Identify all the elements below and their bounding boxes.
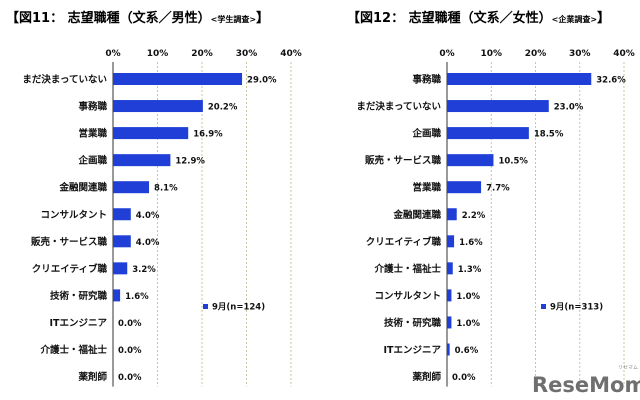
chart2-category-label: 事務職 xyxy=(412,74,441,86)
chart1-legend-label: 9月(n=124) xyxy=(212,303,265,313)
chart1-category-label: 企画職 xyxy=(77,155,107,167)
chart1-category-label: 薬剤師 xyxy=(77,371,107,383)
chart2-bar xyxy=(447,289,452,302)
chart2-tick-label: 30% xyxy=(569,49,591,59)
chart2-title-end: 】 xyxy=(597,10,610,26)
logo-small-text: リセマム xyxy=(618,365,638,371)
chart1-tick-label: 30% xyxy=(236,49,258,59)
chart2-value-label: 1.3% xyxy=(458,265,482,275)
chart2-category-label: 薬剤師 xyxy=(411,371,441,383)
chart2-category-label: 営業職 xyxy=(412,182,441,194)
chart1-plot: 0% 10% 20% 30% 40% まだ決まっていない 29.0% 事務職 20.2% 営業職 1… xyxy=(22,49,302,387)
chart1-category-label: 営業職 xyxy=(78,128,107,140)
chart1-bar xyxy=(113,235,131,248)
chart1-category-label: 事務職 xyxy=(78,101,107,113)
chart1-title-subtitle: <学生調査> xyxy=(211,14,256,24)
chart2-title-subtitle: <企業調査> xyxy=(552,14,597,24)
chart2-legend-label: 9月(n=313) xyxy=(550,303,603,313)
chart1-bar xyxy=(113,181,150,194)
chart2-bar xyxy=(447,181,482,194)
chart1-category-label: クリエイティブ職 xyxy=(32,263,108,275)
chart2-bar xyxy=(447,208,457,221)
chart2-bar xyxy=(447,154,494,167)
chart1-bar xyxy=(113,73,243,85)
chart2-category-label: クリエイティブ職 xyxy=(366,236,442,248)
chart1-bar xyxy=(113,154,171,167)
chart2-category-label: 技術・研究職 xyxy=(384,317,442,329)
chart2-bar xyxy=(447,100,549,113)
chart1-tick-label: 20% xyxy=(191,49,213,59)
chart1-bar xyxy=(113,127,189,140)
chart2-category-label: 介護士・福祉士 xyxy=(373,263,441,275)
chart1-value-label: 0.0% xyxy=(118,346,142,356)
chart2-bar xyxy=(447,73,592,85)
chart2-bar xyxy=(447,262,453,275)
logo-text: ReseMom xyxy=(532,373,640,397)
chart1-title: 【図11： 志望職種（文系／男性）<学生調査>】 xyxy=(6,10,269,26)
chart2-category-label: コンサルタント xyxy=(374,290,441,302)
chart1-value-label: 3.2% xyxy=(132,265,156,275)
chart2-value-label: 1.0% xyxy=(456,292,480,302)
chart2-category-label: まだ決まっていない xyxy=(356,101,441,113)
chart2-category-label: 金融関連職 xyxy=(392,209,441,221)
chart1-category-label: ITエンジニア xyxy=(49,318,107,329)
chart1-category-label: 販売・サービス職 xyxy=(31,236,108,248)
chart2-value-label: 0.0% xyxy=(452,373,476,383)
chart1-tick-label: 0% xyxy=(105,49,120,59)
chart1-category-label: 技術・研究職 xyxy=(50,290,108,302)
chart1-bar xyxy=(113,262,128,275)
chart2-category-label: 販売・サービス職 xyxy=(365,155,442,167)
chart1-title-end: 】 xyxy=(256,10,269,26)
chart2-title-main: 【図12： 志望職種（文系／女性） xyxy=(347,10,552,26)
chart1-value-label: 12.9% xyxy=(175,157,205,167)
chart1-category-label: 介護士・福祉士 xyxy=(39,344,107,356)
chart2-value-label: 7.7% xyxy=(486,184,510,194)
chart1-value-label: 29.0% xyxy=(247,76,277,86)
chart1-category-label: まだ決まっていない xyxy=(22,74,107,86)
chart1-tick-label: 10% xyxy=(147,49,169,59)
chart2-value-label: 10.5% xyxy=(498,157,528,167)
chart2-value-label: 2.2% xyxy=(462,211,486,221)
chart2-tick-label: 10% xyxy=(480,49,502,59)
chart2-bar xyxy=(447,127,529,140)
chart2-legend-marker xyxy=(541,304,546,309)
chart1-tick-label: 40% xyxy=(280,49,302,59)
chart1-bar xyxy=(113,289,121,302)
chart1-legend-marker xyxy=(203,304,208,309)
chart1-bar xyxy=(113,100,203,113)
chart2-category-label: ITエンジニア xyxy=(383,345,441,356)
chart2-bar xyxy=(447,316,452,329)
chart1-value-label: 8.1% xyxy=(154,184,178,194)
chart1-value-label: 4.0% xyxy=(136,238,160,248)
chart1-value-label: 0.0% xyxy=(118,373,142,383)
chart1-value-label: 0.0% xyxy=(118,319,142,329)
chart1-title-main: 【図11： 志望職種（文系／男性） xyxy=(6,10,211,26)
chart2-tick-label: 40% xyxy=(613,49,635,59)
chart2-value-label: 0.6% xyxy=(455,346,479,356)
chart2-tick-label: 20% xyxy=(525,49,547,59)
chart2-bar xyxy=(447,343,450,356)
chart2-title: 【図12： 志望職種（文系／女性）<企業調査>】 xyxy=(347,10,610,26)
chart2-value-label: 1.6% xyxy=(459,238,483,248)
chart1-value-label: 20.2% xyxy=(208,103,238,113)
chart1-category-label: 金融関連職 xyxy=(58,182,107,194)
chart1-bar xyxy=(113,208,131,221)
chart1-category-label: コンサルタント xyxy=(40,209,107,221)
chart2-value-label: 23.0% xyxy=(554,103,584,113)
chart1-value-label: 1.6% xyxy=(125,292,149,302)
chart2-bar xyxy=(447,235,455,248)
chart1-value-label: 4.0% xyxy=(136,211,160,221)
chart2-value-label: 1.0% xyxy=(456,319,480,329)
resemom-logo: ReseMom リセマム xyxy=(532,365,640,397)
chart2-category-label: 企画職 xyxy=(411,128,441,140)
chart2-value-label: 18.5% xyxy=(534,130,564,140)
chart1-value-label: 16.9% xyxy=(193,130,223,140)
chart2-tick-label: 0% xyxy=(439,49,454,59)
chart2-value-label: 32.6% xyxy=(596,76,626,86)
chart2-plot: 0% 10% 20% 30% 40% 事務職 32.6% まだ決まっていない 23.0% 企画職 1… xyxy=(356,49,635,387)
